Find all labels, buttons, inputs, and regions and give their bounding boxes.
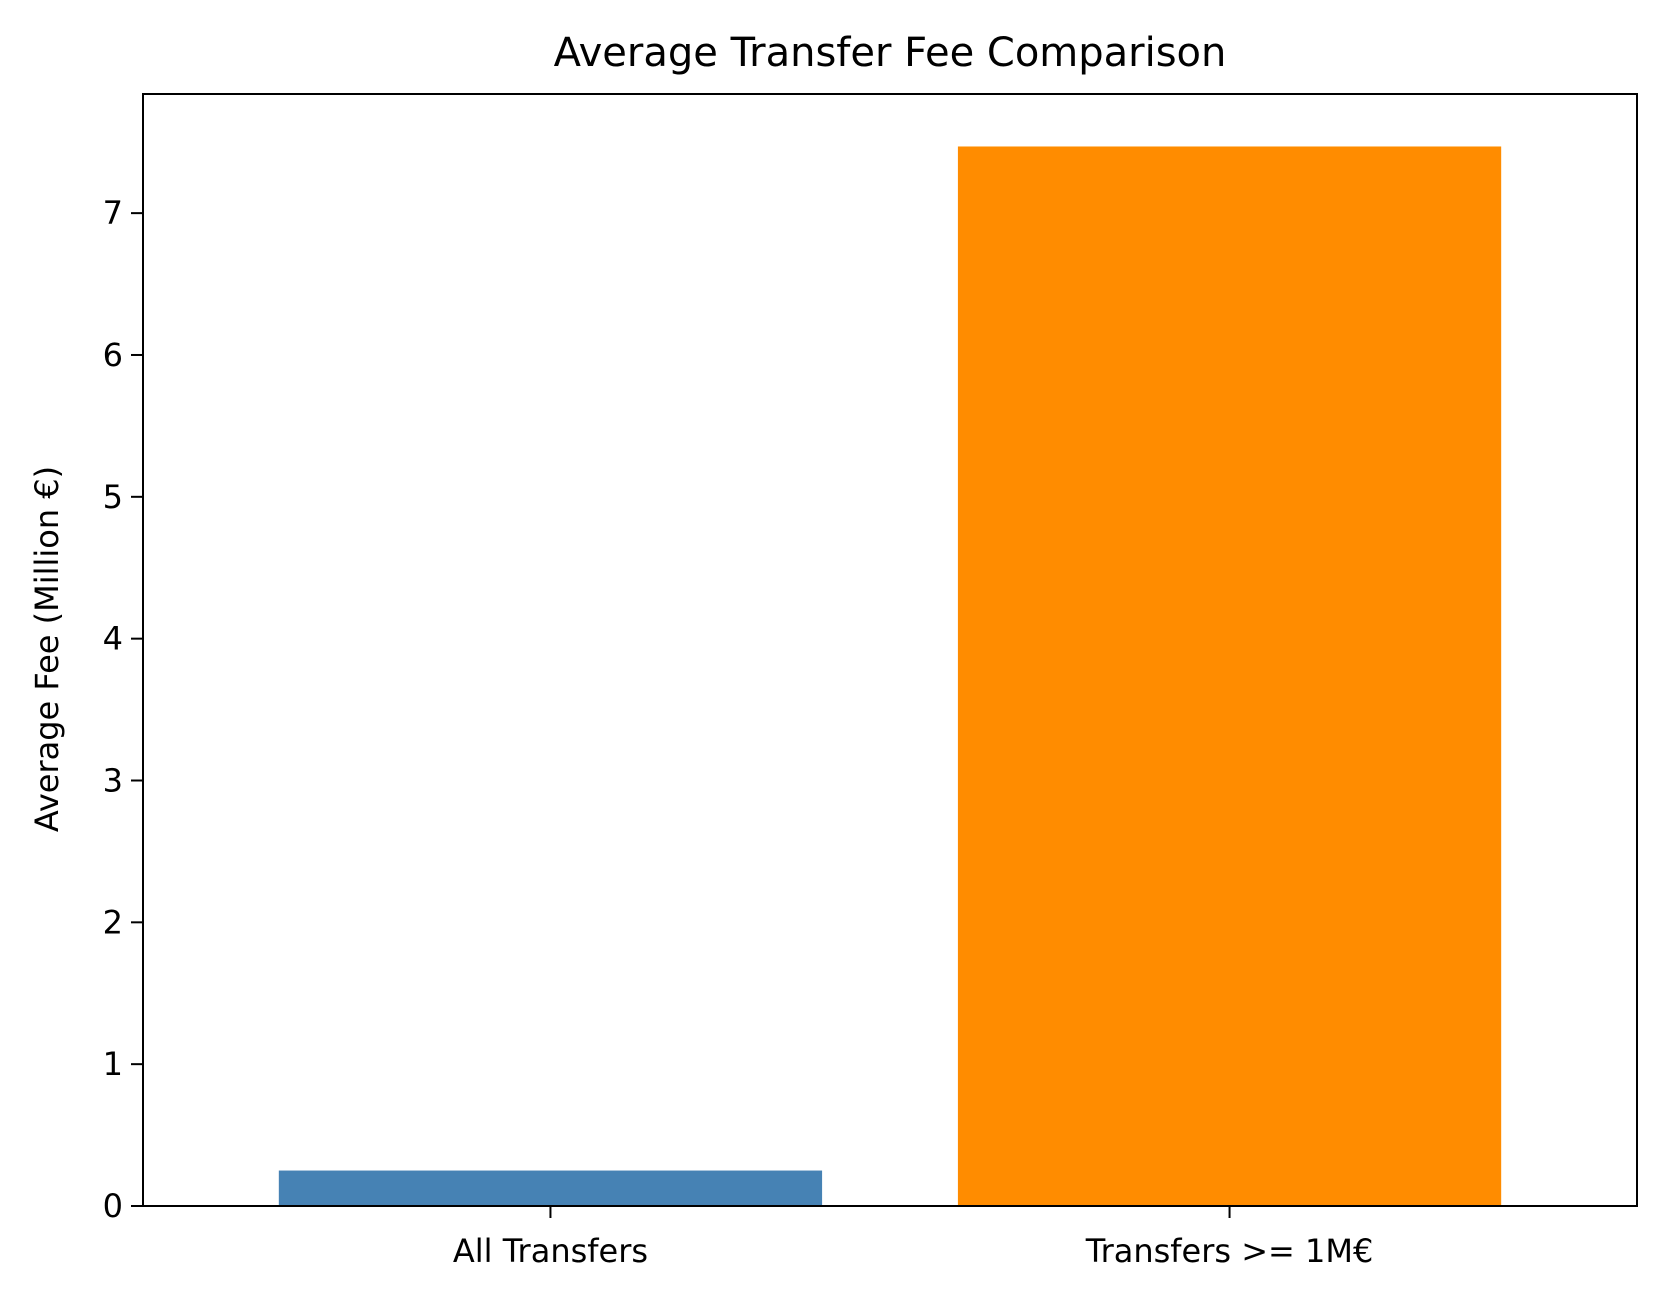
y-tick-label-3: 3: [103, 761, 123, 799]
bar-0: [278, 1170, 823, 1206]
y-tick-label-7: 7: [103, 194, 123, 232]
x-tick-label-1: Transfers >= 1M€: [1085, 1232, 1374, 1270]
chart-title: Average Transfer Fee Comparison: [554, 30, 1227, 76]
x-tick-label-0: All Transfers: [453, 1232, 648, 1270]
plot-frame: [142, 93, 1638, 1207]
y-tick-label-4: 4: [103, 620, 123, 658]
y-tick-label-2: 2: [103, 903, 123, 941]
y-tick-label-6: 6: [103, 336, 123, 374]
y-axis: 0 1 2 3 4 5 6 7: [103, 194, 143, 1225]
y-tick-label-0: 0: [103, 1187, 123, 1225]
y-tick-label-5: 5: [103, 478, 123, 516]
y-tick-label-1: 1: [103, 1045, 123, 1083]
bars: [278, 146, 1502, 1206]
x-axis: All Transfers Transfers >= 1M€: [453, 1206, 1374, 1270]
bar-1: [957, 146, 1502, 1206]
y-axis-label: Average Fee (Million €): [28, 466, 66, 832]
